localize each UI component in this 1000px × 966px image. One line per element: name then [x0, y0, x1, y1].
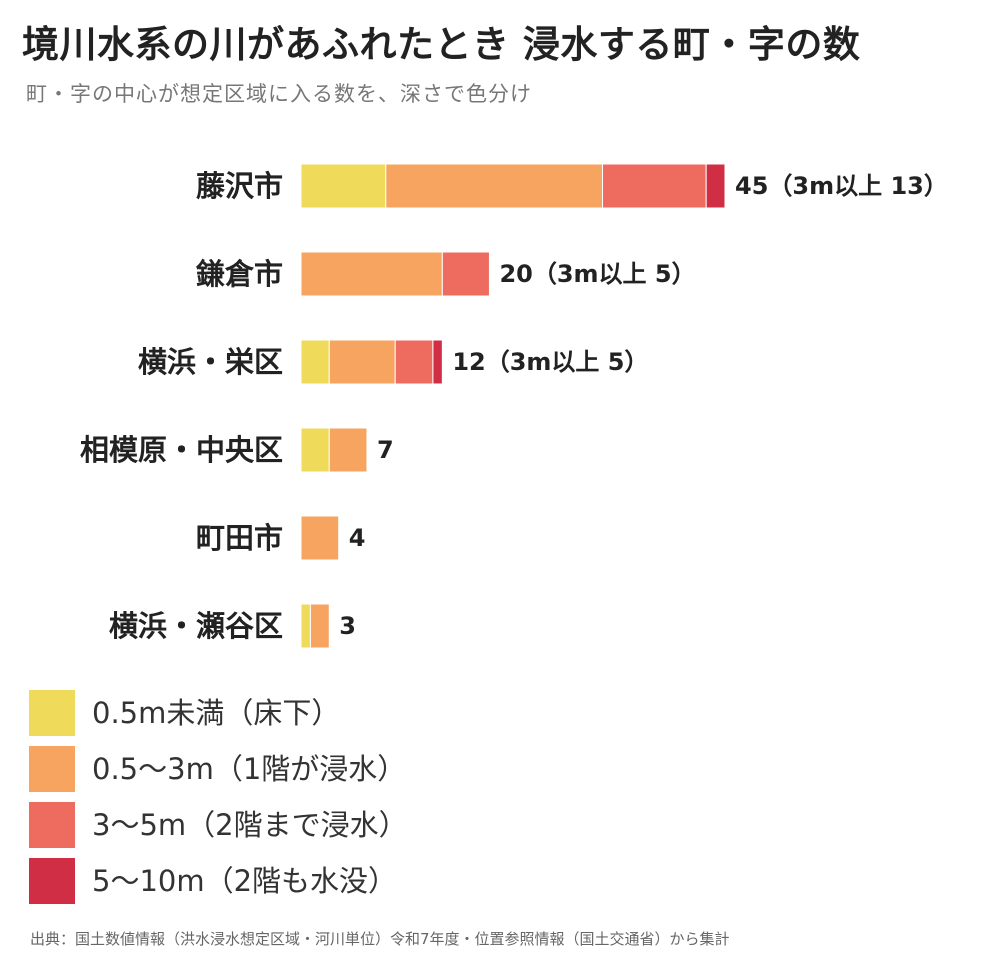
legend-swatch [29, 802, 75, 848]
bar-segment [328, 427, 368, 473]
category-label: 藤沢市 [196, 169, 283, 203]
bar-segment [300, 515, 340, 561]
legend-label: 3〜5m（2階まで浸水） [92, 808, 408, 842]
value-label: 20（3m以上 5） [499, 260, 695, 288]
bar-segment [300, 427, 330, 473]
legend-swatch [29, 858, 75, 904]
bars-group: 藤沢市 45（3m以上 13） 鎌倉市 20（3m以上 5） 横浜・栄区 12（3m以上 … [80, 163, 948, 649]
bar-segment [300, 251, 443, 297]
bar-segment [300, 163, 387, 209]
category-label: 町田市 [196, 521, 283, 555]
bar-segment [394, 339, 434, 385]
bar-segment [432, 339, 443, 385]
bar-segment [385, 163, 604, 209]
chart-subtitle: 町・字の中心が想定区域に入る数を、深さで色分け [26, 82, 532, 106]
legend-swatch [29, 690, 75, 736]
value-label: 3 [339, 612, 356, 640]
legend-label: 0.5〜3m（1階が浸水） [92, 752, 406, 786]
legend-label: 5〜10m（2階も水没） [92, 864, 397, 898]
bar-segment [705, 163, 726, 209]
bar-segment [309, 603, 330, 649]
bar-segment [300, 603, 311, 649]
legend-swatch [29, 746, 75, 792]
value-label: 4 [349, 524, 366, 552]
bar-segment [602, 163, 707, 209]
category-label: 鎌倉市 [196, 257, 283, 291]
bar-segment [328, 339, 396, 385]
value-label: 12（3m以上 5） [452, 348, 648, 376]
category-label: 相模原・中央区 [80, 433, 283, 467]
value-label: 7 [377, 436, 394, 464]
chart-title: 境川水系の川があふれたとき 浸水する町・字の数 [22, 23, 861, 66]
category-label: 横浜・栄区 [138, 345, 283, 379]
legend: 0.5m未満（床下） 0.5〜3m（1階が浸水） 3〜5m（2階まで浸水） 5〜10m… [29, 690, 408, 904]
category-label: 横浜・瀬谷区 [109, 609, 283, 643]
bar-segment [441, 251, 490, 297]
source-note: 出典：国土数値情報（洪水浸水想定区域・河川単位）令和7年度・位置参照情報（国土交… [30, 930, 730, 948]
value-label: 45（3m以上 13） [735, 172, 948, 200]
legend-label: 0.5m未満（床下） [92, 696, 340, 730]
bar-segment [300, 339, 330, 385]
